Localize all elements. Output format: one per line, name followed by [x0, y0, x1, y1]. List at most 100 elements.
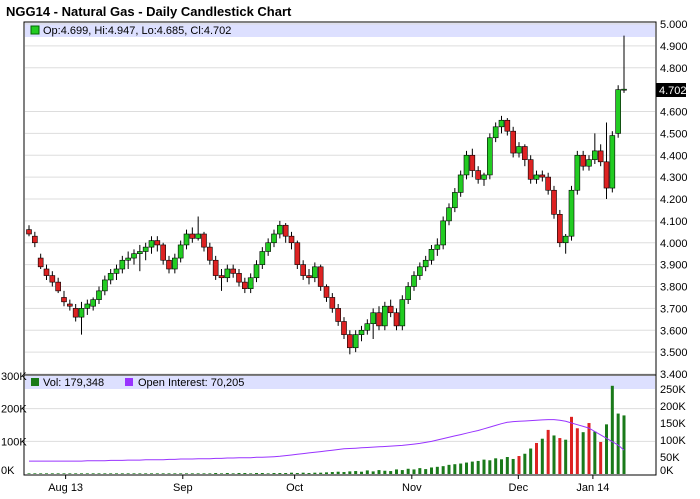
volume-bar: [62, 473, 66, 474]
volume-bar: [558, 438, 562, 474]
candle-body: [417, 266, 423, 276]
price-tick-label: 3.900: [660, 260, 688, 272]
candle-body: [253, 264, 260, 279]
volume-bar: [488, 460, 492, 474]
candle: [597, 144, 604, 167]
candle: [131, 249, 137, 265]
volume-bar: [138, 473, 142, 474]
candle-body: [609, 135, 616, 189]
candle-body: [312, 266, 318, 279]
candle-body: [370, 312, 376, 324]
candle-body: [422, 259, 429, 268]
candle-body: [592, 150, 598, 160]
candle: [463, 150, 470, 180]
candle-body: [568, 189, 575, 237]
candle: [300, 260, 306, 280]
volume-bar: [395, 469, 398, 474]
candle: [107, 269, 114, 285]
candle: [440, 216, 446, 250]
candle: [457, 170, 464, 197]
volume-bar: [243, 473, 247, 474]
candle: [148, 236, 155, 254]
candle: [417, 262, 423, 280]
candle: [434, 238, 441, 256]
volume-bar: [185, 473, 188, 474]
candle-body: [282, 224, 289, 237]
volume-bar: [348, 471, 352, 474]
volume-bar: [115, 473, 118, 474]
volume-bar: [307, 473, 311, 474]
candle-body: [78, 308, 85, 318]
candle: [492, 122, 499, 143]
volume-bar: [325, 472, 328, 474]
volume-bar: [68, 473, 72, 474]
candle-body: [481, 174, 487, 180]
volume-bar: [161, 473, 165, 474]
candle-body: [399, 299, 406, 327]
candle-body: [329, 297, 336, 309]
candle: [568, 185, 575, 241]
volume-bar: [56, 473, 60, 474]
candle: [102, 275, 108, 296]
candle: [212, 255, 219, 280]
candle: [113, 264, 120, 280]
price-tick-label: 3.600: [660, 325, 688, 337]
candle: [592, 133, 598, 164]
candle-body: [364, 323, 371, 331]
volume-bar: [546, 429, 550, 474]
volume-bar: [301, 472, 305, 474]
candle: [557, 209, 563, 248]
candle: [609, 131, 616, 193]
candle-body: [189, 233, 196, 239]
candle-body: [603, 161, 610, 189]
volume-bar: [564, 439, 568, 474]
volume-bar: [39, 473, 43, 474]
candle-body: [265, 242, 271, 252]
volume-bar: [470, 461, 474, 474]
candle-body: [160, 244, 166, 261]
volume-bar: [406, 468, 410, 474]
candle-body: [405, 286, 411, 300]
volume-bar: [360, 471, 363, 474]
candle-body: [492, 126, 499, 139]
candle-body: [271, 233, 277, 244]
candle: [230, 264, 236, 278]
last-price-box: [656, 83, 686, 97]
volume-bar: [570, 416, 573, 474]
candle: [446, 203, 452, 226]
candle-body: [452, 192, 458, 209]
candle-body: [487, 137, 493, 176]
volume-bar: [441, 466, 445, 474]
volume-bar: [27, 473, 31, 474]
candle-body: [55, 281, 61, 292]
candle: [306, 269, 312, 285]
price-tick-label: 4.200: [660, 194, 688, 206]
candle-body: [230, 268, 236, 274]
candle-body: [463, 154, 470, 176]
candle-body: [148, 240, 155, 248]
candle: [452, 188, 458, 213]
price-y-axis: 5.000 4.900 4.800 4.600 4.500 4.400 4.300 4.200…: [660, 19, 688, 381]
candle-body: [242, 281, 248, 289]
volume-bar: [50, 473, 54, 474]
volume-bar: [91, 473, 95, 474]
candle: [96, 286, 102, 304]
candle: [282, 223, 289, 243]
volume-bar: [389, 471, 393, 474]
candle: [586, 155, 592, 171]
volume-bar: [476, 460, 480, 474]
candle: [259, 247, 266, 269]
candle-body: [259, 251, 266, 265]
candle-body: [26, 229, 32, 235]
candle: [154, 236, 161, 252]
candle-body: [113, 268, 120, 274]
candle: [510, 126, 516, 158]
candle-body: [347, 334, 353, 349]
volume-bar: [552, 435, 556, 474]
volume-bar: [593, 431, 597, 474]
candle: [580, 150, 586, 171]
candle-body: [539, 174, 546, 178]
volume-bar: [126, 473, 130, 474]
candle-body: [102, 279, 108, 292]
